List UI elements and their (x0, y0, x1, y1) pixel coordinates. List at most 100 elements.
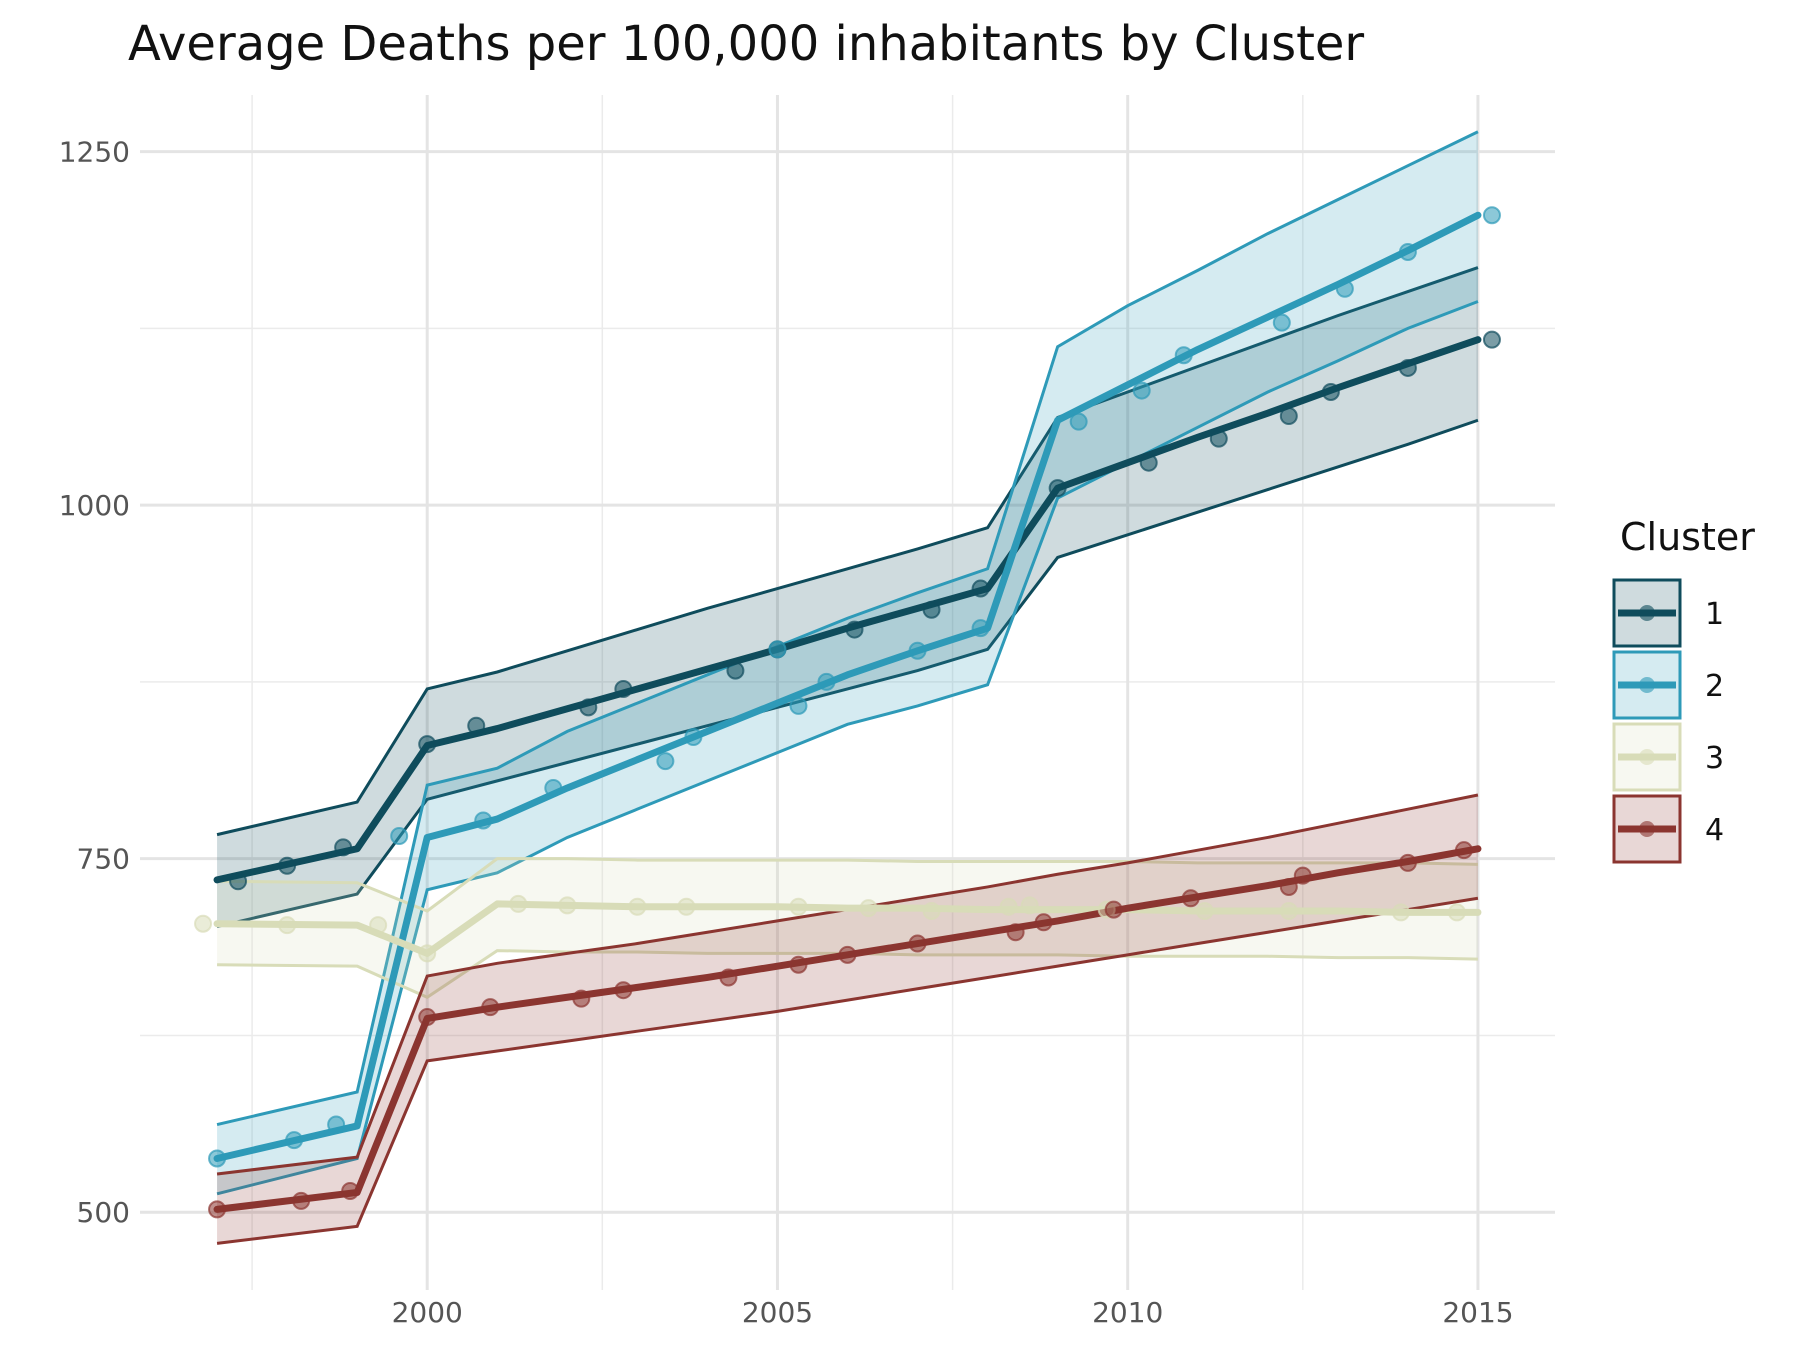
point-cluster-3 (509, 894, 528, 913)
band-lower-cluster-4 (216, 896, 1479, 1245)
point-cluster-4 (719, 968, 738, 987)
point-cluster-2 (817, 672, 836, 691)
band-upper-cluster-2 (216, 130, 1479, 1126)
point-cluster-2 (1174, 346, 1193, 365)
legend-point-cluster-2 (1639, 677, 1655, 693)
point-cluster-1 (1482, 330, 1501, 349)
axes: 500 750 1000 1250 2000 2005 2010 2015 (59, 136, 1514, 1329)
point-cluster-1 (1139, 453, 1158, 472)
point-cluster-1 (922, 600, 941, 619)
band-lower-cluster-3 (217, 949, 1478, 999)
point-cluster-4 (1293, 866, 1312, 885)
point-cluster-1 (278, 856, 297, 875)
point-cluster-4 (1034, 913, 1053, 932)
data-points (194, 206, 1501, 1219)
point-cluster-4 (292, 1191, 311, 1210)
band-upper-cluster-4 (216, 793, 1479, 1176)
legend: Cluster 1 2 3 4 (1612, 515, 1755, 864)
point-cluster-1 (579, 698, 598, 717)
point-cluster-2 (285, 1131, 304, 1150)
band-upper-cluster-3 (217, 857, 1478, 913)
point-cluster-3 (418, 944, 437, 963)
point-cluster-3 (278, 916, 297, 935)
point-cluster-2 (684, 728, 703, 747)
point-cluster-4 (1398, 853, 1417, 872)
y-tick-label: 750 (77, 843, 130, 876)
point-cluster-4 (418, 1008, 437, 1027)
line-cluster-3 (213, 900, 1482, 957)
x-tick-label: 2010 (1092, 1296, 1163, 1329)
legend-label-cluster-2: 2 (1705, 669, 1724, 704)
point-cluster-3 (789, 897, 808, 916)
point-cluster-1 (1279, 407, 1298, 426)
point-cluster-2 (656, 752, 675, 771)
point-cluster-4 (908, 934, 927, 953)
line-cluster-1 (213, 336, 1482, 884)
legend-point-cluster-3 (1639, 749, 1655, 765)
band-fill-cluster-1 (217, 267, 1478, 927)
point-cluster-3 (1195, 901, 1214, 920)
point-cluster-3 (999, 897, 1018, 916)
point-cluster-4 (789, 955, 808, 974)
x-tick-label: 2005 (742, 1296, 813, 1329)
point-cluster-4 (341, 1182, 360, 1201)
x-tick-label: 2015 (1442, 1296, 1513, 1329)
point-cluster-1 (1048, 479, 1067, 498)
point-cluster-2 (971, 619, 990, 638)
point-cluster-1 (467, 716, 486, 735)
y-tick-label: 500 (77, 1196, 130, 1229)
point-cluster-1 (418, 735, 437, 754)
point-cluster-2 (474, 811, 493, 830)
point-cluster-2 (327, 1115, 346, 1134)
point-cluster-2 (1398, 242, 1417, 261)
point-cluster-3 (1279, 901, 1298, 920)
point-cluster-4 (1279, 877, 1298, 896)
point-cluster-1 (1398, 358, 1417, 377)
band-fill-cluster-2 (217, 131, 1478, 1194)
point-cluster-3 (194, 914, 213, 933)
point-cluster-3 (628, 897, 647, 916)
point-cluster-3 (677, 897, 696, 916)
y-tick-label: 1250 (59, 136, 130, 169)
point-cluster-3 (558, 896, 577, 915)
point-cluster-1 (614, 679, 633, 698)
band-lower-cluster-1 (216, 418, 1479, 929)
point-cluster-1 (971, 579, 990, 598)
point-cluster-1 (845, 620, 864, 639)
band-fill-cluster-3 (217, 858, 1478, 998)
point-cluster-4 (1006, 923, 1025, 942)
legend-title: Cluster (1620, 515, 1755, 559)
point-cluster-4 (208, 1200, 227, 1219)
point-cluster-3 (1020, 896, 1039, 915)
point-cluster-2 (768, 640, 787, 659)
grid (140, 95, 1555, 1290)
point-cluster-2 (390, 827, 409, 846)
point-cluster-4 (838, 945, 857, 964)
x-tick-label: 2000 (392, 1296, 463, 1329)
band-upper-cluster-1 (216, 266, 1479, 837)
legend-label-cluster-4: 4 (1705, 813, 1724, 848)
point-cluster-2 (1482, 206, 1501, 225)
point-cluster-4 (1454, 841, 1473, 860)
point-cluster-2 (1272, 313, 1291, 332)
band-lower-cluster-2 (216, 300, 1479, 1196)
legend-label-cluster-1: 1 (1705, 597, 1724, 632)
point-cluster-4 (614, 981, 633, 1000)
point-cluster-3 (369, 916, 388, 935)
point-cluster-3 (922, 901, 941, 920)
point-cluster-2 (208, 1149, 227, 1168)
point-cluster-1 (1209, 429, 1228, 448)
point-cluster-1 (229, 872, 248, 891)
point-cluster-1 (726, 661, 745, 680)
point-cluster-1 (334, 838, 353, 857)
y-tick-label: 1000 (59, 489, 130, 522)
point-cluster-2 (544, 778, 563, 797)
point-cluster-4 (1104, 900, 1123, 919)
point-cluster-2 (1335, 279, 1354, 298)
point-cluster-2 (789, 696, 808, 715)
legend-point-cluster-4 (1639, 821, 1655, 837)
point-cluster-4 (1181, 889, 1200, 908)
point-cluster-2 (1069, 412, 1088, 431)
point-cluster-2 (1132, 381, 1151, 400)
